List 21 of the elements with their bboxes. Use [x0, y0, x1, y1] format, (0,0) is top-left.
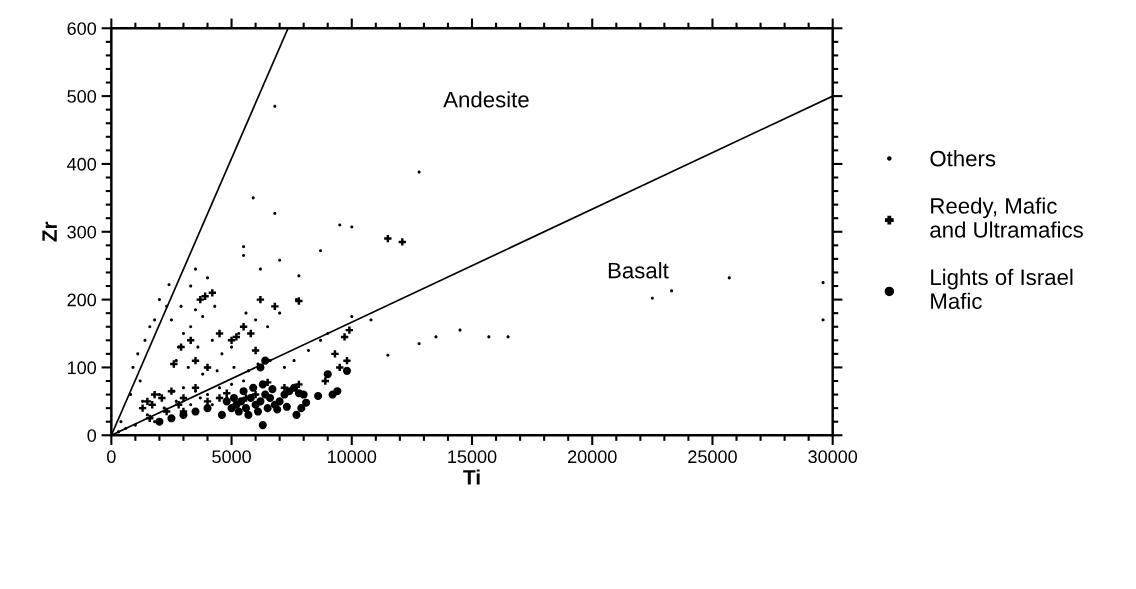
y-tick-label: 500 — [67, 90, 97, 103]
x-tick-label: 20000 — [568, 450, 617, 464]
annotation: Basalt — [608, 262, 669, 279]
y-tick-label: 100 — [68, 361, 97, 375]
y-tick-label: 200 — [67, 293, 97, 307]
x-axis-title: Ti — [463, 469, 480, 485]
x-tick-label: 10000 — [328, 450, 377, 464]
y-tick-label: 300 — [67, 225, 97, 239]
y-tick-label: 600 — [67, 22, 97, 35]
legend-label: Lights of Israel Mafic — [931, 268, 1073, 310]
x-tick-label: 0 — [107, 450, 116, 464]
x-tick-label: 30000 — [808, 450, 858, 464]
y-tick-label: 0 — [87, 429, 97, 442]
x-tick-label: 15000 — [448, 450, 497, 464]
legend-label: Reedy, Mafic and Ultramafics — [930, 197, 1083, 238]
annotation: Andesite — [443, 91, 529, 108]
y-tick-label: 400 — [67, 157, 97, 171]
x-tick-label: 5000 — [212, 450, 251, 464]
legend-label: Others — [930, 150, 996, 167]
x-tick-label: 25000 — [688, 450, 737, 464]
y-axis-title: Zr — [42, 221, 57, 242]
